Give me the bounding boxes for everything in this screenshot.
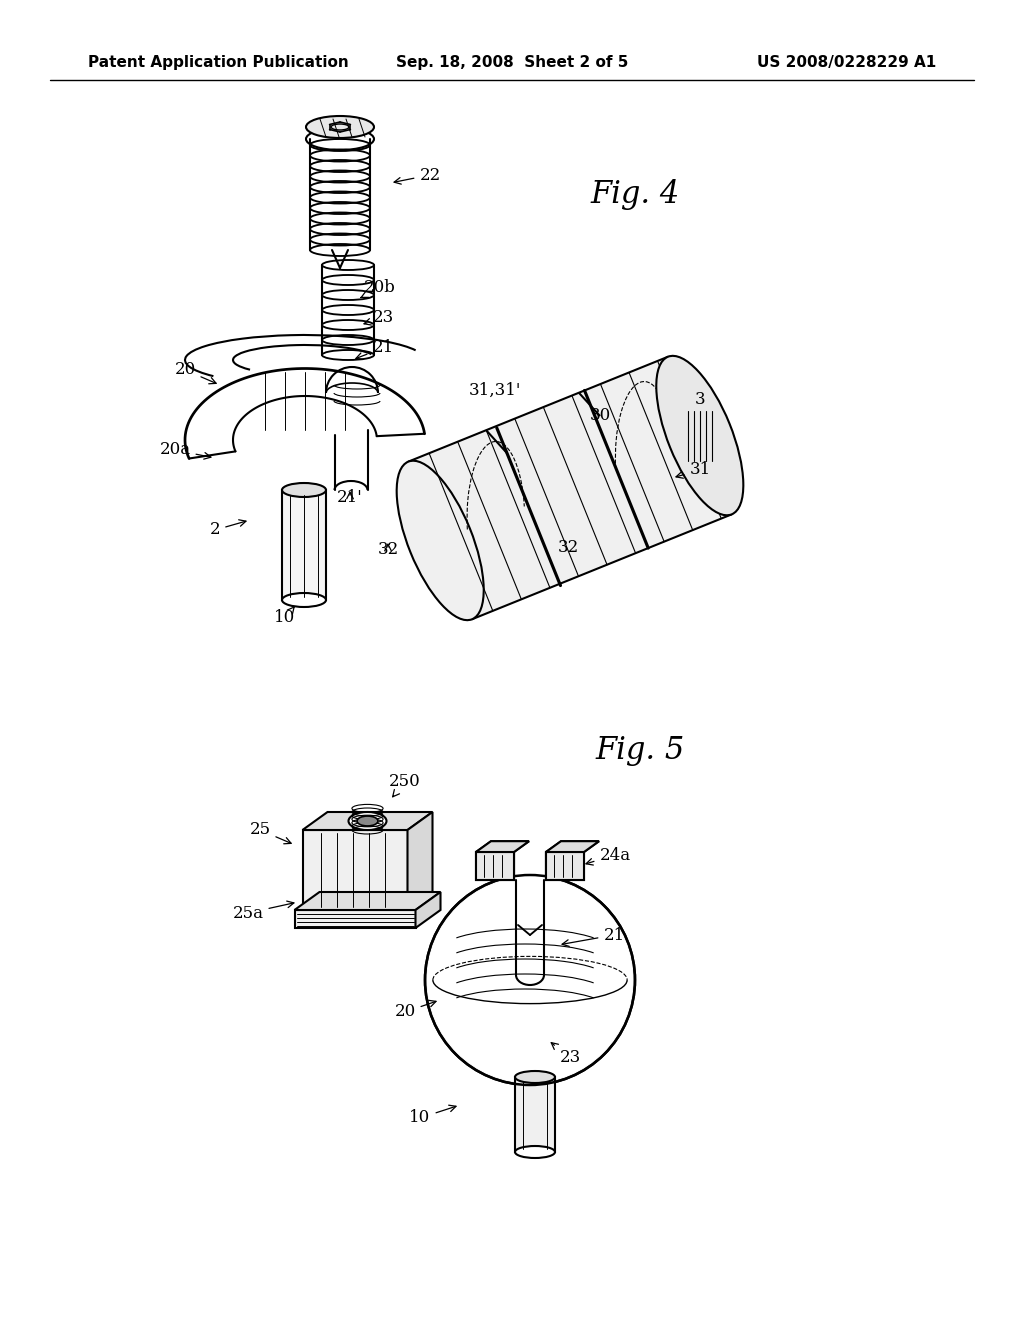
Ellipse shape — [515, 1071, 555, 1082]
Text: 22: 22 — [394, 166, 440, 185]
Text: 30: 30 — [590, 407, 610, 424]
Text: 32: 32 — [557, 540, 579, 557]
Text: 3: 3 — [694, 392, 706, 408]
Text: Fig. 4: Fig. 4 — [590, 180, 679, 210]
Polygon shape — [409, 356, 731, 619]
Polygon shape — [476, 851, 514, 880]
Polygon shape — [515, 1077, 555, 1152]
Text: 10: 10 — [274, 607, 296, 627]
Text: 23: 23 — [551, 1043, 581, 1067]
Text: US 2008/0228229 A1: US 2008/0228229 A1 — [757, 54, 936, 70]
Ellipse shape — [656, 356, 743, 515]
Polygon shape — [295, 892, 440, 909]
Ellipse shape — [396, 461, 483, 620]
Polygon shape — [302, 812, 432, 830]
Polygon shape — [476, 841, 529, 851]
Polygon shape — [546, 841, 599, 851]
Text: 25a: 25a — [232, 902, 294, 921]
Text: 20a: 20a — [160, 441, 211, 459]
Polygon shape — [514, 851, 546, 890]
Polygon shape — [295, 909, 416, 928]
Text: Sep. 18, 2008  Sheet 2 of 5: Sep. 18, 2008 Sheet 2 of 5 — [396, 54, 628, 70]
Text: 20b: 20b — [360, 280, 396, 297]
Wedge shape — [427, 876, 633, 1082]
Ellipse shape — [425, 875, 635, 1085]
Text: 31: 31 — [676, 462, 711, 479]
Text: 21: 21 — [562, 927, 625, 946]
Text: Fig. 5: Fig. 5 — [595, 734, 684, 766]
Text: 21: 21 — [356, 339, 393, 359]
Text: 32: 32 — [378, 541, 398, 558]
Polygon shape — [416, 892, 440, 928]
Text: 2: 2 — [210, 520, 246, 539]
Text: 20: 20 — [394, 1001, 436, 1020]
Text: 10: 10 — [410, 1105, 456, 1126]
Polygon shape — [476, 851, 514, 880]
Polygon shape — [546, 841, 599, 851]
Polygon shape — [282, 490, 326, 601]
Ellipse shape — [357, 816, 378, 826]
Ellipse shape — [515, 1146, 555, 1158]
Polygon shape — [546, 851, 584, 880]
Ellipse shape — [282, 483, 326, 498]
Ellipse shape — [306, 116, 374, 139]
Text: 25: 25 — [250, 821, 291, 843]
Polygon shape — [476, 841, 529, 851]
Ellipse shape — [282, 593, 326, 607]
Ellipse shape — [306, 128, 374, 150]
Polygon shape — [408, 812, 432, 909]
Text: Patent Application Publication: Patent Application Publication — [88, 54, 349, 70]
Text: 21': 21' — [337, 490, 362, 507]
Text: 23: 23 — [364, 309, 393, 326]
Text: 31,31': 31,31' — [469, 381, 521, 399]
Ellipse shape — [348, 812, 386, 830]
Polygon shape — [546, 851, 584, 880]
Text: 20: 20 — [174, 362, 216, 384]
Text: 24a: 24a — [586, 846, 631, 865]
Polygon shape — [302, 830, 408, 909]
Text: 250: 250 — [389, 774, 421, 797]
